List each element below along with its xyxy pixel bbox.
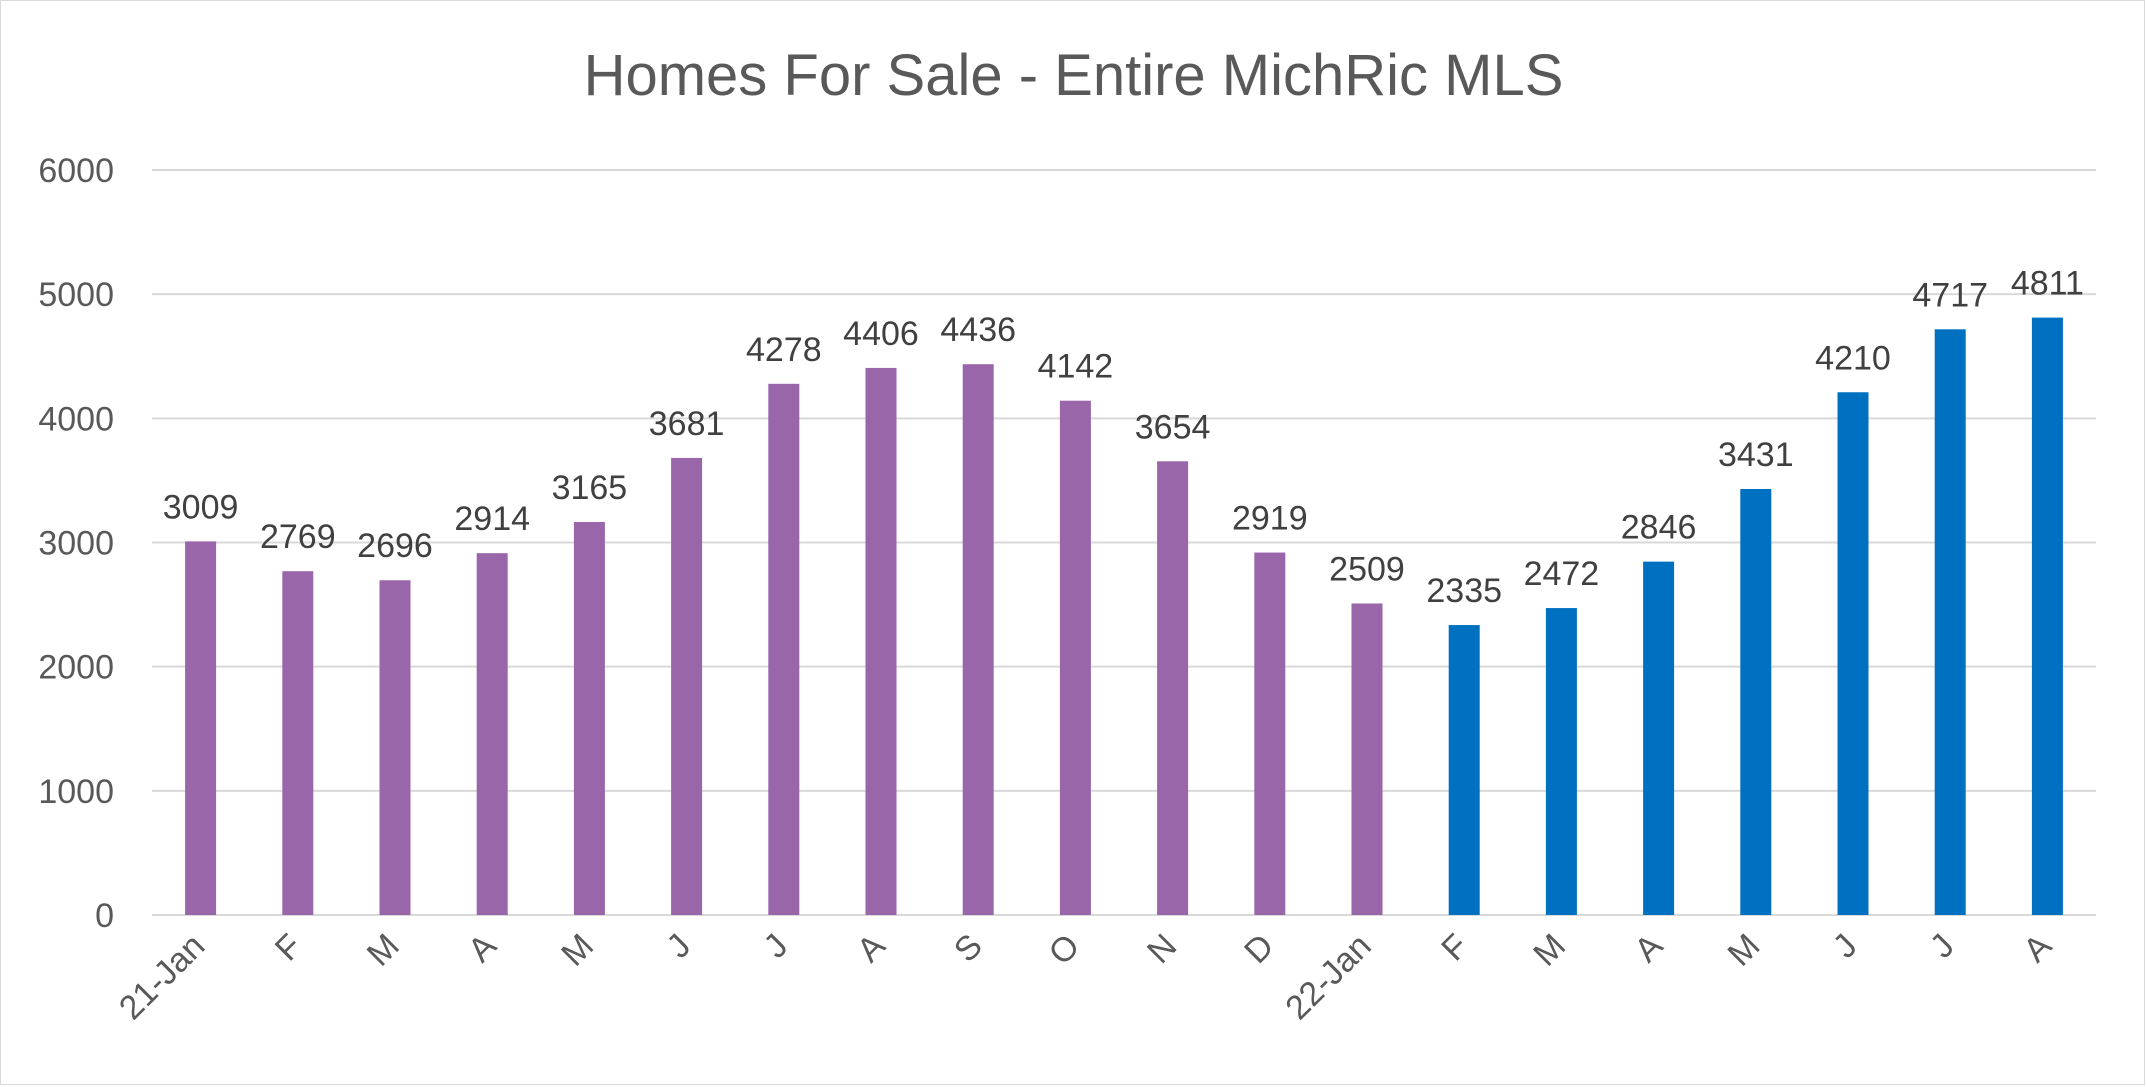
y-tick-label: 3000 [38, 525, 114, 563]
x-tick-label: J [1923, 927, 1962, 966]
data-label: 2335 [1426, 572, 1502, 610]
x-tick-label: O [1041, 927, 1087, 973]
x-tick-label: M [1526, 927, 1573, 974]
data-label: 3431 [1718, 436, 1794, 474]
data-label: 4210 [1815, 339, 1891, 377]
bar [1351, 603, 1383, 915]
x-tick-label: F [1434, 927, 1476, 969]
bar [962, 364, 994, 915]
data-label: 2914 [454, 500, 530, 538]
bar [1934, 329, 1966, 915]
x-tick-label: F [268, 927, 310, 969]
bar [1643, 561, 1675, 915]
x-tick-label: J [659, 927, 698, 966]
data-label: 4811 [2011, 265, 2084, 303]
y-tick-label: 4000 [38, 400, 114, 438]
x-tick-label: A [1627, 927, 1670, 970]
data-label: 3009 [163, 488, 239, 526]
bar [1157, 461, 1189, 915]
data-labels: 3009 2769 2696 2914 3165 3681 4278 4406 4436 4142… [163, 265, 2084, 610]
x-tick-label: M [360, 927, 407, 974]
bar [1254, 552, 1286, 915]
x-tick-label: S [947, 927, 990, 970]
x-tick-label: N [1140, 927, 1184, 971]
x-tick-label: 22-Jan [1278, 927, 1378, 1027]
x-tick-label: M [1721, 927, 1768, 974]
bar [865, 367, 897, 916]
y-tick-label: 2000 [38, 649, 114, 687]
x-tick-label: M [554, 927, 601, 974]
data-label: 2696 [357, 527, 433, 565]
data-label: 2846 [1621, 509, 1697, 547]
y-tick-label: 1000 [38, 773, 114, 811]
y-tick-label: 5000 [38, 276, 114, 314]
x-tick-label: A [2016, 927, 2059, 970]
data-label: 2919 [1232, 500, 1308, 538]
bar [1837, 392, 1869, 916]
y-tick-label: 0 [95, 897, 114, 935]
data-label: 3681 [649, 405, 725, 443]
bar [1545, 608, 1577, 915]
bar [1059, 400, 1091, 915]
bar [476, 553, 508, 915]
data-label: 2472 [1524, 555, 1600, 593]
bar [573, 522, 605, 915]
data-label: 3654 [1135, 408, 1211, 446]
gridlines [152, 169, 2096, 916]
chart-title: Homes For Sale - Entire MichRic MLS [583, 43, 1564, 108]
x-tick-label: A [850, 927, 893, 970]
data-label: 4436 [940, 311, 1016, 349]
data-label: 4717 [1912, 276, 1988, 314]
x-tick-label: J [1826, 927, 1865, 966]
bar [379, 580, 411, 915]
y-tick-label: 6000 [38, 152, 114, 190]
data-label: 4278 [746, 331, 822, 369]
bar [671, 457, 703, 915]
bar [768, 383, 800, 915]
x-axis: 21-Jan F M A M J J A S O N D22-Jan F M A M J J A [112, 927, 2059, 1028]
bar [282, 571, 314, 915]
y-axis: 0 1000 2000 3000 4000 5000 6000 [38, 152, 114, 935]
data-label: 2769 [260, 518, 336, 556]
data-label: 4142 [1038, 348, 1114, 386]
x-tick-label: D [1237, 927, 1281, 971]
data-label: 2509 [1329, 550, 1405, 588]
bar [2031, 317, 2063, 915]
bar [1448, 625, 1480, 915]
bar [185, 541, 217, 915]
x-tick-label: 21-Jan [112, 927, 212, 1027]
x-tick-label: J [757, 927, 796, 966]
bar [1740, 488, 1772, 915]
data-label: 4406 [843, 315, 919, 353]
data-label: 3165 [552, 469, 628, 507]
bars [185, 317, 2063, 916]
x-tick-label: A [461, 927, 504, 970]
